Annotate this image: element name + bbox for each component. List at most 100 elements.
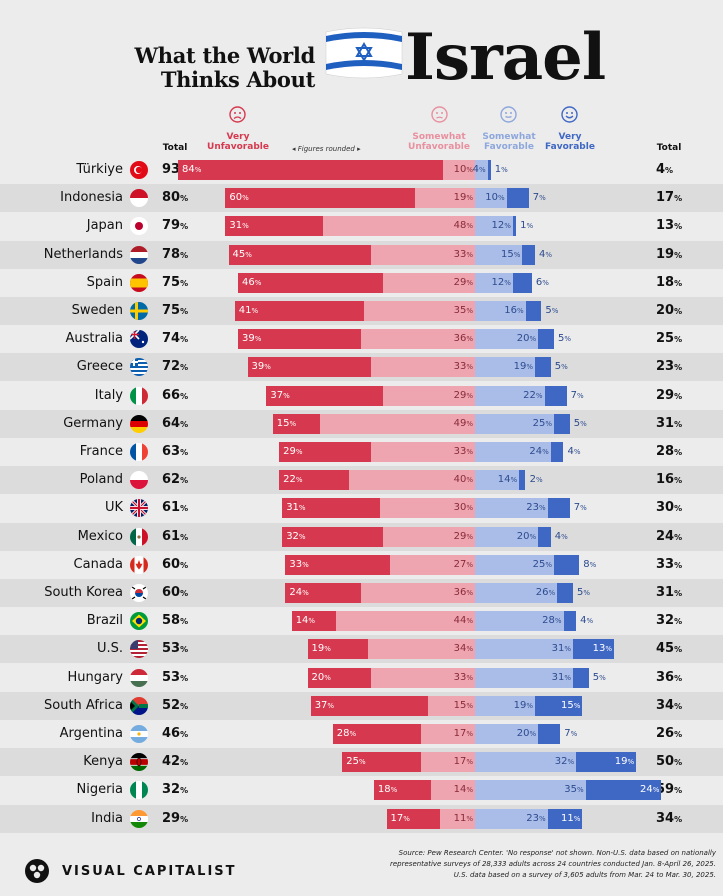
bar-label-very-favorable-india: 11% <box>561 813 581 824</box>
source-note: Source: Pew Research Center. 'No respons… <box>300 848 716 881</box>
header-very-favorable-line-1: Very <box>558 132 582 142</box>
bar-very-unfavorable-poland <box>279 470 349 490</box>
bar-very-unfavorable-italy <box>266 386 384 406</box>
bar-label-somewhat-favorable-south-africa: 19% <box>513 700 533 711</box>
total-favorable-netherlands: 19% <box>656 247 683 262</box>
bar-somewhat-unfavorable-uk <box>380 498 475 518</box>
header-very-unfavorable: Very Unfavorable <box>200 132 276 152</box>
bar-somewhat-unfavorable-sweden <box>364 301 475 321</box>
header-very-unfavorable-line-2: Unfavorable <box>207 142 269 152</box>
bar-label-somewhat-favorable-uk: 23% <box>526 502 546 513</box>
bar-label-very-unfavorable-indonesia: 60% <box>229 192 249 203</box>
nigeria-flag-icon <box>130 781 148 799</box>
bar-label-somewhat-favorable-hungary: 31% <box>551 672 571 683</box>
bar-label-very-favorable-indonesia: 7% <box>532 192 546 203</box>
bar-somewhat-unfavorable-t-rkiye <box>443 160 475 180</box>
bar-label-very-unfavorable-south-korea: 24% <box>289 587 309 598</box>
bar-label-very-unfavorable-uk: 31% <box>286 502 306 513</box>
total-favorable-italy: 29% <box>656 388 683 403</box>
bar-label-very-favorable-brazil: 4% <box>580 615 594 626</box>
bar-label-very-unfavorable-t-rkiye: 84% <box>182 164 202 175</box>
bar-very-favorable-south-africa <box>535 696 583 716</box>
country-label-t-rkiye: Türkiye <box>76 162 123 177</box>
bar-somewhat-unfavorable-japan <box>323 216 475 236</box>
bar-label-somewhat-unfavorable-france: 33% <box>453 446 473 457</box>
bar-somewhat-favorable-south-korea <box>475 583 558 603</box>
bar-very-favorable-canada <box>554 555 580 575</box>
total-unfavorable-spain: 75% <box>162 275 189 290</box>
country-label-greece: Greece <box>76 359 123 374</box>
bar-somewhat-unfavorable-mexico <box>383 527 475 547</box>
bar-somewhat-unfavorable-india <box>440 809 475 829</box>
total-unfavorable-hungary: 53% <box>162 670 189 685</box>
total-unfavorable-japan: 79% <box>162 218 189 233</box>
total-favorable-hungary: 36% <box>656 670 683 685</box>
sweden-flag-icon <box>130 302 148 320</box>
u-s-flag-icon <box>130 640 148 658</box>
bar-very-favorable-u-s <box>573 639 615 659</box>
bar-very-favorable-sweden <box>525 301 542 321</box>
uk-flag-icon <box>130 499 148 517</box>
title-big: Israel <box>405 20 606 95</box>
bar-label-somewhat-favorable-brazil: 28% <box>542 615 562 626</box>
bar-somewhat-unfavorable-spain <box>383 273 475 293</box>
bar-somewhat-favorable-mexico <box>475 527 539 547</box>
bar-somewhat-unfavorable-poland <box>348 470 475 490</box>
bar-label-very-unfavorable-germany: 15% <box>276 418 297 429</box>
bar-label-very-favorable-argentina: 7% <box>564 728 578 739</box>
header-very-unfavorable-line-1: Very <box>226 132 250 142</box>
bar-label-somewhat-unfavorable-hungary: 33% <box>453 672 473 683</box>
total-unfavorable-canada: 60% <box>162 557 189 572</box>
bar-label-somewhat-unfavorable-u-s: 34% <box>453 643 473 654</box>
bar-label-somewhat-unfavorable-spain: 29% <box>453 277 473 288</box>
bar-label-somewhat-favorable-japan: 12% <box>491 220 511 231</box>
country-label-indonesia: Indonesia <box>60 190 123 205</box>
total-unfavorable-sweden: 75% <box>162 303 189 318</box>
bar-very-unfavorable-indonesia <box>225 188 415 208</box>
bar-label-very-favorable-nigeria: 24% <box>640 784 660 795</box>
bar-very-unfavorable-uk <box>282 498 381 518</box>
bar-label-somewhat-favorable-poland: 14% <box>497 474 518 485</box>
total-favorable-south-korea: 31% <box>656 585 683 600</box>
bar-label-very-unfavorable-france: 29% <box>283 446 303 457</box>
bar-somewhat-favorable-hungary <box>475 668 573 688</box>
bar-label-very-favorable-spain: 6% <box>535 277 549 288</box>
bar-very-favorable-uk <box>547 498 570 518</box>
bar-somewhat-unfavorable-hungary <box>370 668 475 688</box>
bar-label-somewhat-unfavorable-sweden: 35% <box>453 305 473 316</box>
bar-somewhat-favorable-kenya <box>475 752 577 772</box>
bar-very-favorable-t-rkiye <box>487 160 491 180</box>
bar-label-very-unfavorable-india: 17% <box>390 813 410 824</box>
bar-label-very-unfavorable-kenya: 25% <box>346 756 366 767</box>
bar-label-somewhat-favorable-kenya: 32% <box>554 756 575 767</box>
bar-somewhat-favorable-greece <box>475 357 535 377</box>
bar-somewhat-unfavorable-u-s <box>367 639 475 659</box>
bar-very-favorable-greece <box>535 357 551 377</box>
italy-flag-icon <box>130 387 148 405</box>
bar-very-favorable-japan <box>512 216 517 236</box>
brazil-flag-icon <box>130 612 148 630</box>
france-flag-icon <box>130 443 148 461</box>
bar-label-very-favorable-netherlands: 4% <box>539 249 553 260</box>
bar-label-very-favorable-mexico: 4% <box>554 531 568 542</box>
bar-somewhat-unfavorable-kenya <box>421 752 475 772</box>
bar-label-very-unfavorable-hungary: 20% <box>311 672 331 683</box>
bar-label-somewhat-unfavorable-india: 11% <box>453 813 473 824</box>
total-unfavorable-indonesia: 80% <box>162 190 189 205</box>
bar-label-somewhat-unfavorable-south-korea: 36% <box>453 587 473 598</box>
argentina-flag-icon <box>130 725 148 743</box>
bar-very-unfavorable-u-s <box>307 639 368 659</box>
bar-label-very-unfavorable-brazil: 14% <box>295 615 316 626</box>
bar-very-favorable-south-korea <box>557 583 573 603</box>
bar-somewhat-favorable-germany <box>475 414 554 434</box>
netherlands-flag-icon <box>130 246 148 264</box>
bar-label-somewhat-favorable-india: 23% <box>526 813 546 824</box>
bar-very-unfavorable-sweden <box>234 301 365 321</box>
country-label-spain: Spain <box>86 275 123 290</box>
header-somewhat-unfavorable-line-1: Somewhat <box>412 132 466 142</box>
bar-label-very-unfavorable-australia: 39% <box>242 333 262 344</box>
bar-somewhat-favorable-india <box>475 809 548 829</box>
bar-very-unfavorable-argentina <box>332 724 422 744</box>
total-favorable-france: 28% <box>656 444 683 459</box>
bar-very-favorable-australia <box>538 329 554 349</box>
